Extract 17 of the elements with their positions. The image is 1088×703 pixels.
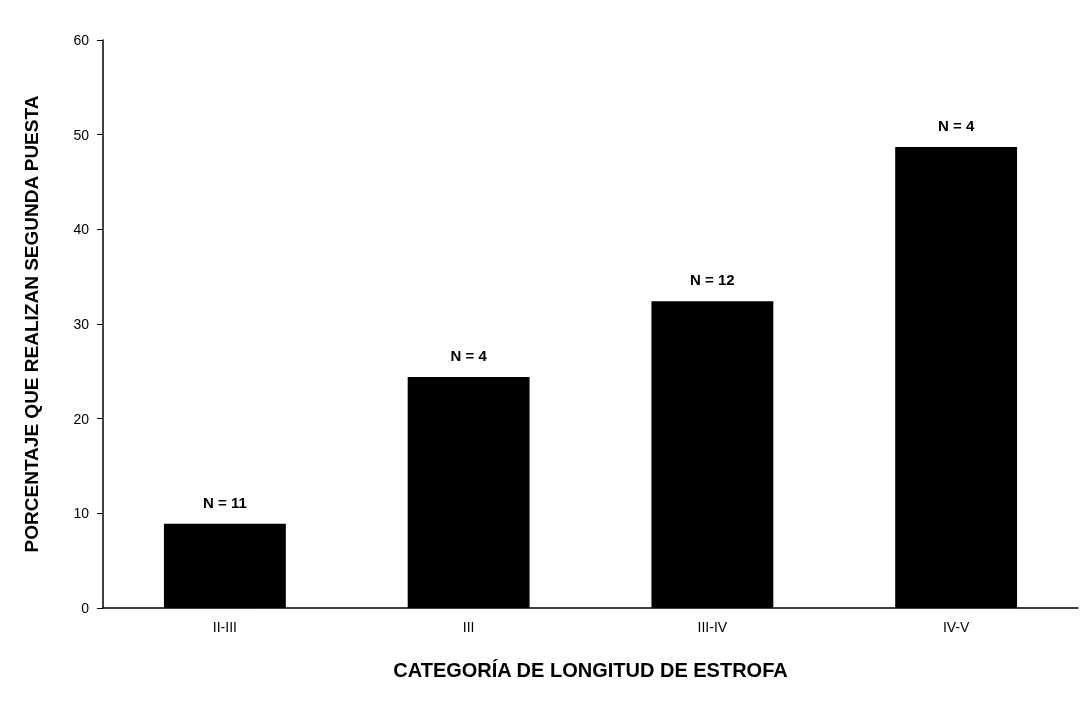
annotation: N = 11 [202, 493, 247, 511]
annotation: N = 4 [937, 116, 975, 134]
y-tick-label: 30 [73, 316, 90, 332]
annotation: N = 12 [690, 271, 735, 289]
y-tick-label: 20 [73, 410, 90, 427]
y-tick-label: 50 [73, 126, 90, 143]
x-axis-title: CATEGORÍA DE LONGITUD DE ESTROFA [393, 659, 788, 681]
x-tick-label: II-III [212, 619, 237, 635]
annotation: N = 4 [450, 347, 488, 365]
y-tick-label: 60 [73, 32, 90, 48]
y-axis-title: PORCENTAJE QUE REALIZAN SEGUNDA PUESTA [21, 95, 42, 553]
y-tick-label: 40 [73, 221, 90, 238]
x-tick-label: IV-V [942, 619, 971, 635]
y-tick-label: 10 [73, 505, 90, 522]
y-tick-label: 0 [81, 600, 90, 616]
x-tick-label: III [462, 619, 475, 635]
x-tick-label: III-IV [697, 619, 728, 635]
